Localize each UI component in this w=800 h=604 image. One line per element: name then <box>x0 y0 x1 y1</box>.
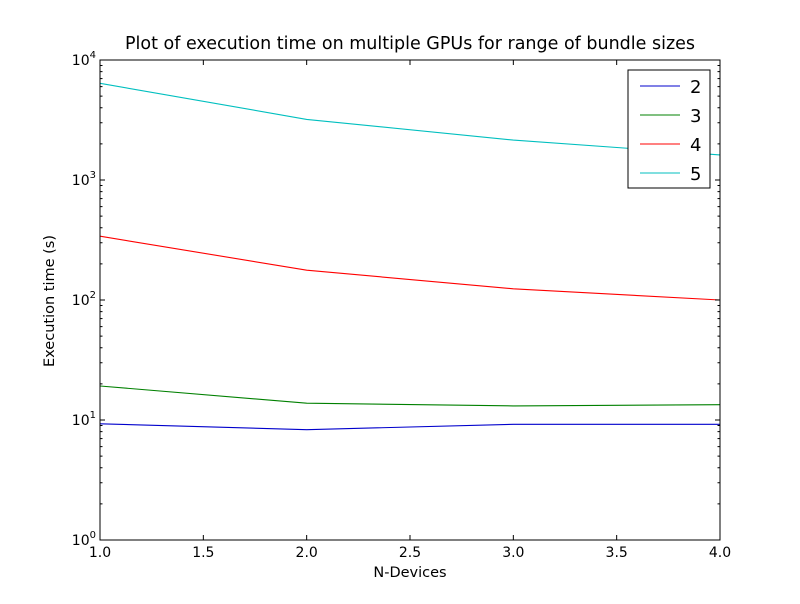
series-line-4 <box>100 235 720 301</box>
plot-area: 1.0 1.5 2.0 2.5 3.0 3.5 4.0 100 101 102 103 104 <box>72 50 731 561</box>
legend: 2 3 4 5 <box>627 69 711 189</box>
x-tick-label: 2.0 <box>296 545 318 561</box>
x-tick-label: 2.5 <box>399 545 421 561</box>
series-line-2 <box>100 423 720 431</box>
x-tick-label: 1.5 <box>192 545 214 561</box>
y-tick-label: 104 <box>72 50 96 69</box>
legend-label-5: 5 <box>690 164 701 185</box>
x-tick-label: 4.0 <box>709 545 731 561</box>
y-axis-label: Execution time (s) <box>42 235 58 367</box>
chart-title: Plot of execution time on multiple GPUs … <box>125 34 695 54</box>
series-line-3 <box>100 385 720 407</box>
series-line-5 <box>100 82 720 156</box>
y-tick-label: 100 <box>72 530 96 549</box>
y-tick-label: 102 <box>72 290 96 309</box>
x-axis-label: N-Devices <box>373 565 446 581</box>
legend-label-2: 2 <box>690 77 701 98</box>
y-tick-label: 101 <box>72 410 96 429</box>
x-tick-label: 1.0 <box>89 545 111 561</box>
legend-box <box>627 69 711 189</box>
legend-label-3: 3 <box>690 106 701 127</box>
legend-label-4: 4 <box>690 135 701 156</box>
x-tick-label: 3.5 <box>606 545 628 561</box>
x-tick-label: 3.0 <box>502 545 524 561</box>
y-tick-label: 103 <box>72 170 96 189</box>
